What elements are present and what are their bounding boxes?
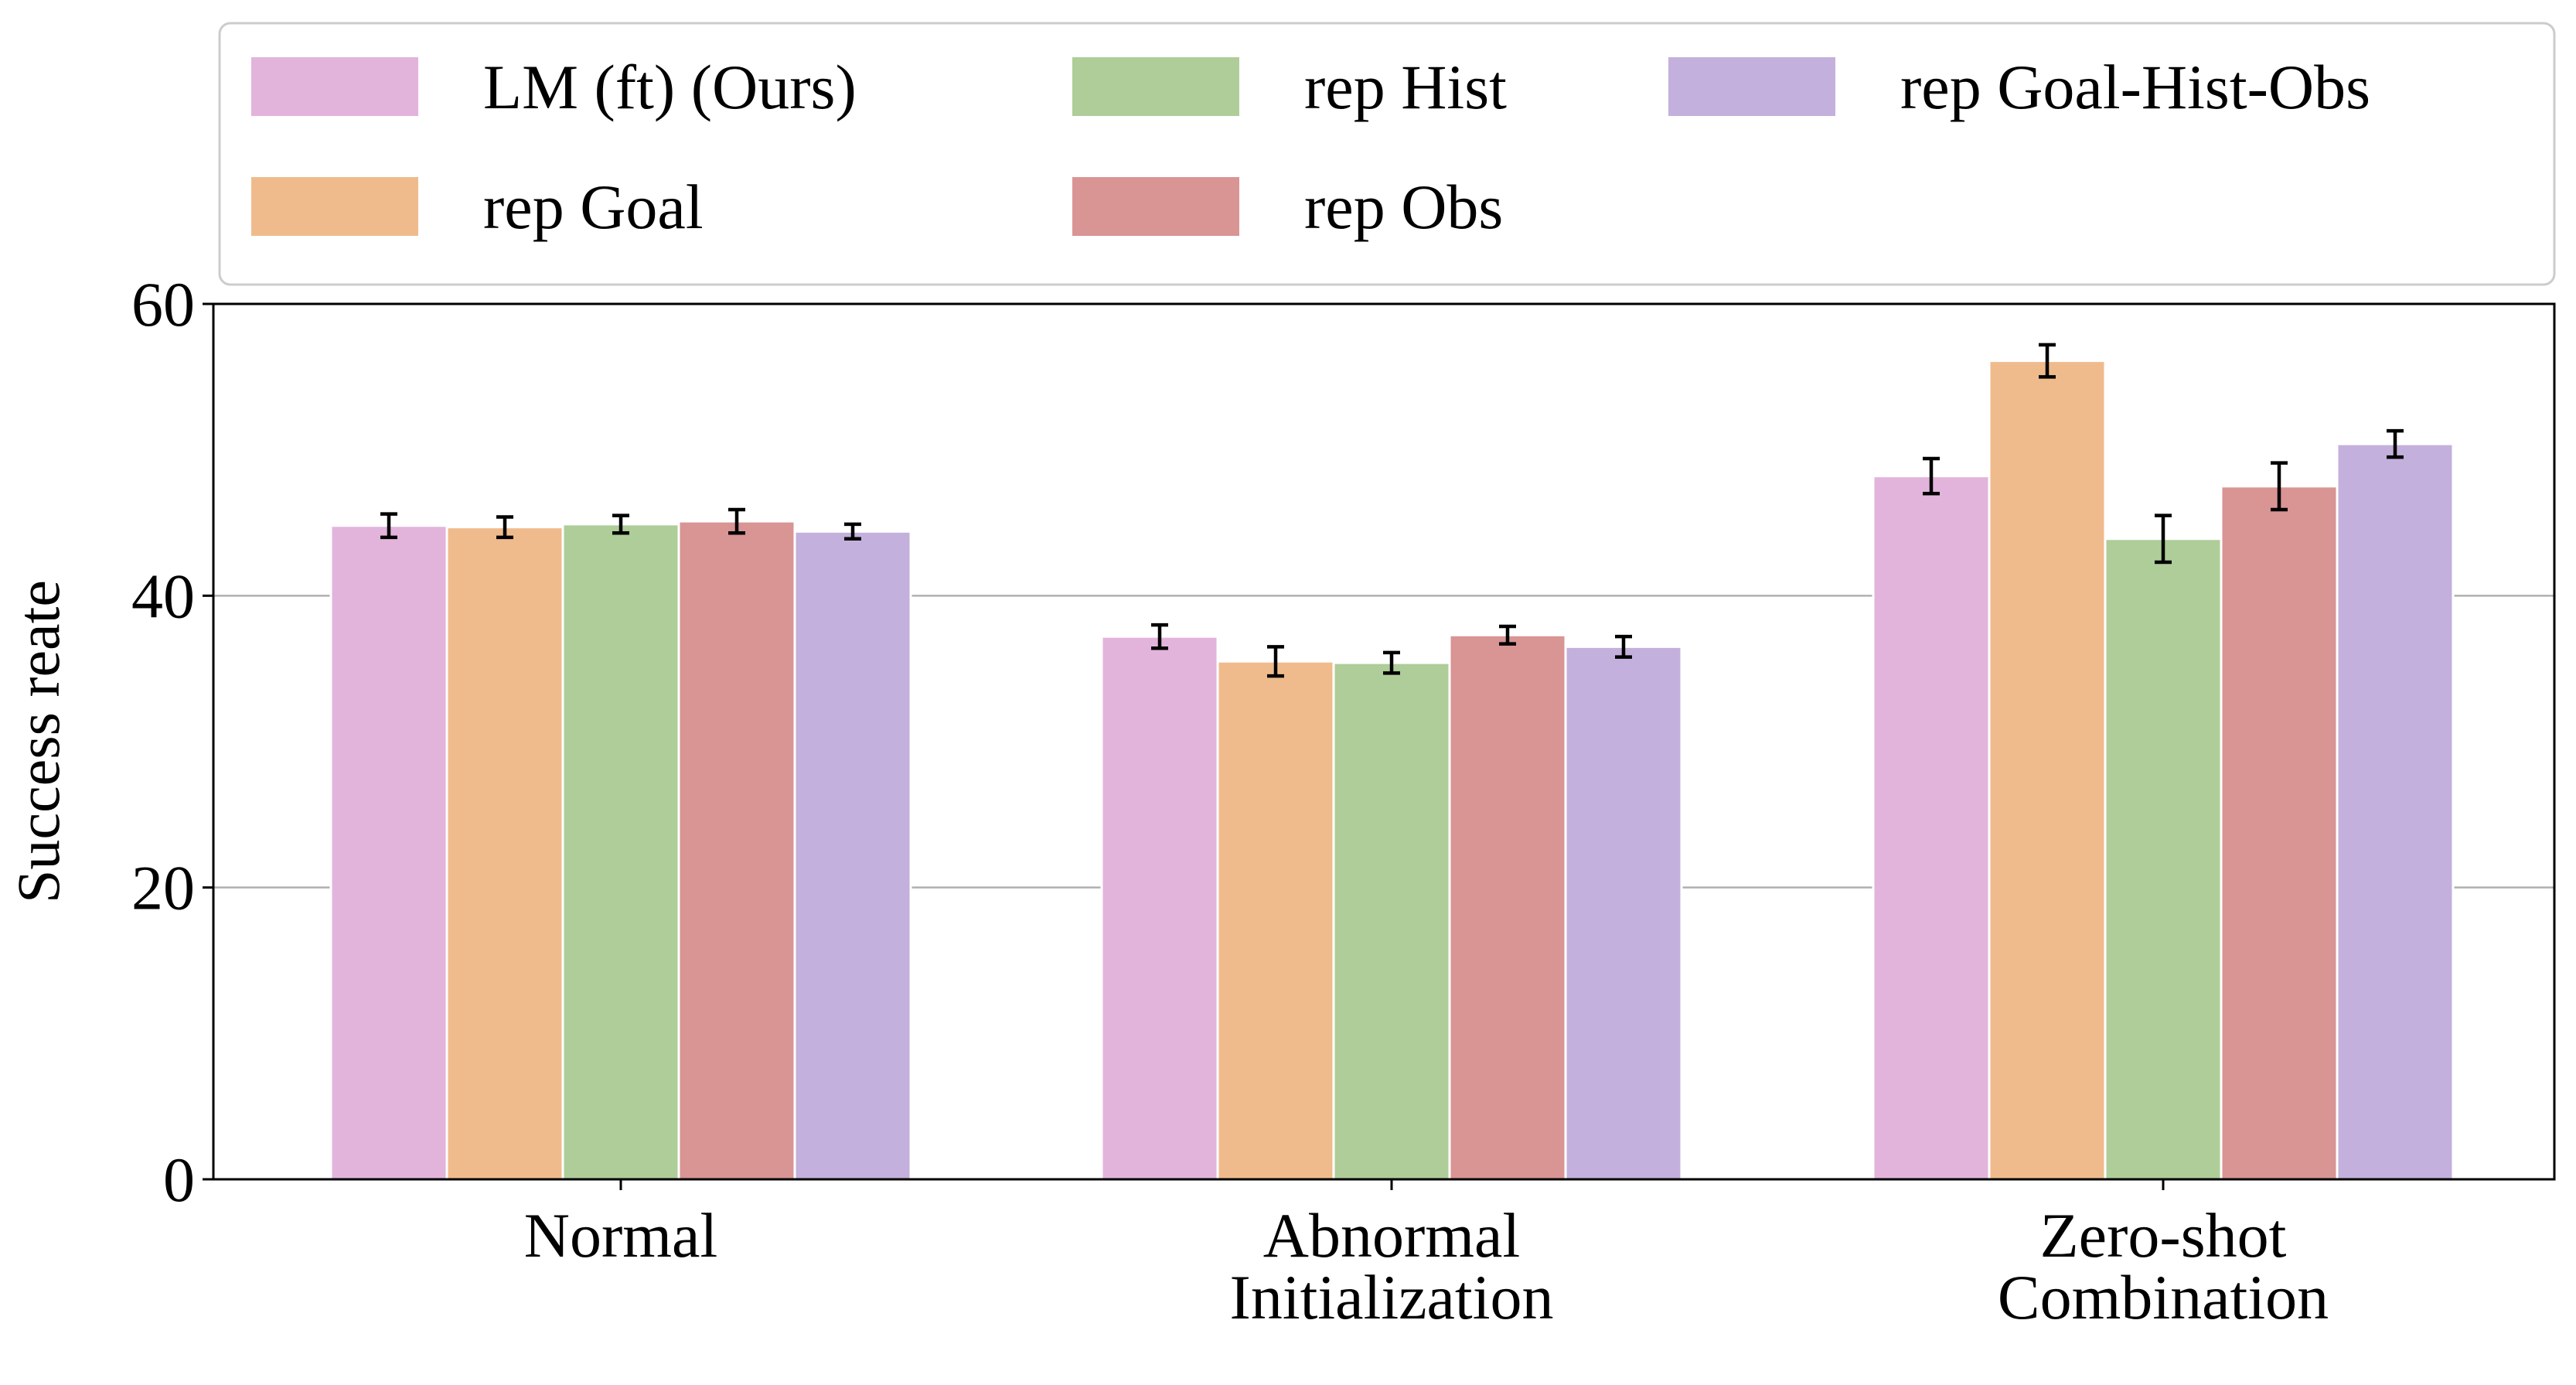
bar — [2336, 442, 2455, 1181]
error-bar — [612, 513, 629, 535]
error-bar — [2271, 461, 2288, 512]
x-tick-label: Abnormal — [1263, 1200, 1520, 1271]
bar — [2104, 537, 2223, 1181]
y-tick-label: 60 — [131, 269, 195, 339]
error-bars — [380, 343, 2404, 678]
x-tick-label: Initialization — [1230, 1262, 1554, 1332]
bar — [445, 526, 564, 1181]
x-tick-label: Combination — [1998, 1262, 2329, 1332]
bar — [1988, 360, 2107, 1181]
bars — [329, 360, 2455, 1181]
bar — [1564, 645, 1683, 1181]
error-bar — [1923, 456, 1940, 496]
bar — [677, 520, 796, 1181]
legend: LM (ft) (Ours) rep Goal rep Hist rep Obs rep… — [218, 22, 2556, 286]
error-bar — [1151, 623, 1168, 650]
error-bar — [1615, 634, 1632, 659]
bar — [1332, 661, 1451, 1181]
legend-label: rep Hist — [1304, 52, 1507, 122]
legend-item: rep Obs — [1072, 172, 1503, 242]
y-tick-label: 0 — [163, 1145, 195, 1215]
bar — [1100, 635, 1219, 1181]
x-tick-label: Normal — [524, 1200, 717, 1271]
error-bar — [1267, 645, 1284, 678]
error-bar — [1499, 624, 1516, 646]
y-tick-label: 40 — [131, 561, 195, 631]
y-axis-label: Success reate — [5, 580, 72, 903]
legend-swatch — [251, 57, 418, 116]
legend-label: rep Goal — [483, 172, 704, 242]
plot-area-frame — [212, 302, 2556, 1181]
legend-item: LM (ft) (Ours) — [251, 52, 857, 122]
legend-swatch — [1668, 57, 1835, 116]
error-bar — [380, 512, 397, 540]
bar — [329, 524, 448, 1181]
legend-label: rep Goal-Hist-Obs — [1900, 52, 2370, 122]
error-bar — [2387, 428, 2404, 459]
bar — [1216, 660, 1335, 1181]
y-tick-label: 20 — [131, 853, 195, 923]
legend-item: rep Hist — [1072, 52, 1507, 122]
legend-swatch — [251, 177, 418, 236]
legend-frame — [218, 22, 2556, 286]
legend-swatch — [1072, 177, 1239, 236]
legend-label: LM (ft) (Ours) — [483, 52, 857, 122]
bar — [561, 523, 680, 1181]
y-axis: 0 20 40 60 — [131, 269, 213, 1215]
legend-label: rep Obs — [1304, 172, 1503, 242]
error-bar — [844, 522, 861, 541]
x-tick-label: Zero-shot — [2040, 1200, 2287, 1271]
error-bar — [728, 507, 745, 535]
error-bar — [1383, 650, 1400, 675]
bar — [793, 530, 912, 1181]
bar — [1872, 475, 1991, 1181]
bar — [2220, 485, 2339, 1181]
legend-item: rep Goal-Hist-Obs — [1668, 52, 2370, 122]
error-bar — [2039, 343, 2056, 379]
error-bar — [2155, 513, 2172, 565]
error-bar — [496, 515, 513, 540]
legend-swatch — [1072, 57, 1239, 116]
bar — [1448, 633, 1567, 1181]
legend-item: rep Goal — [251, 172, 704, 242]
